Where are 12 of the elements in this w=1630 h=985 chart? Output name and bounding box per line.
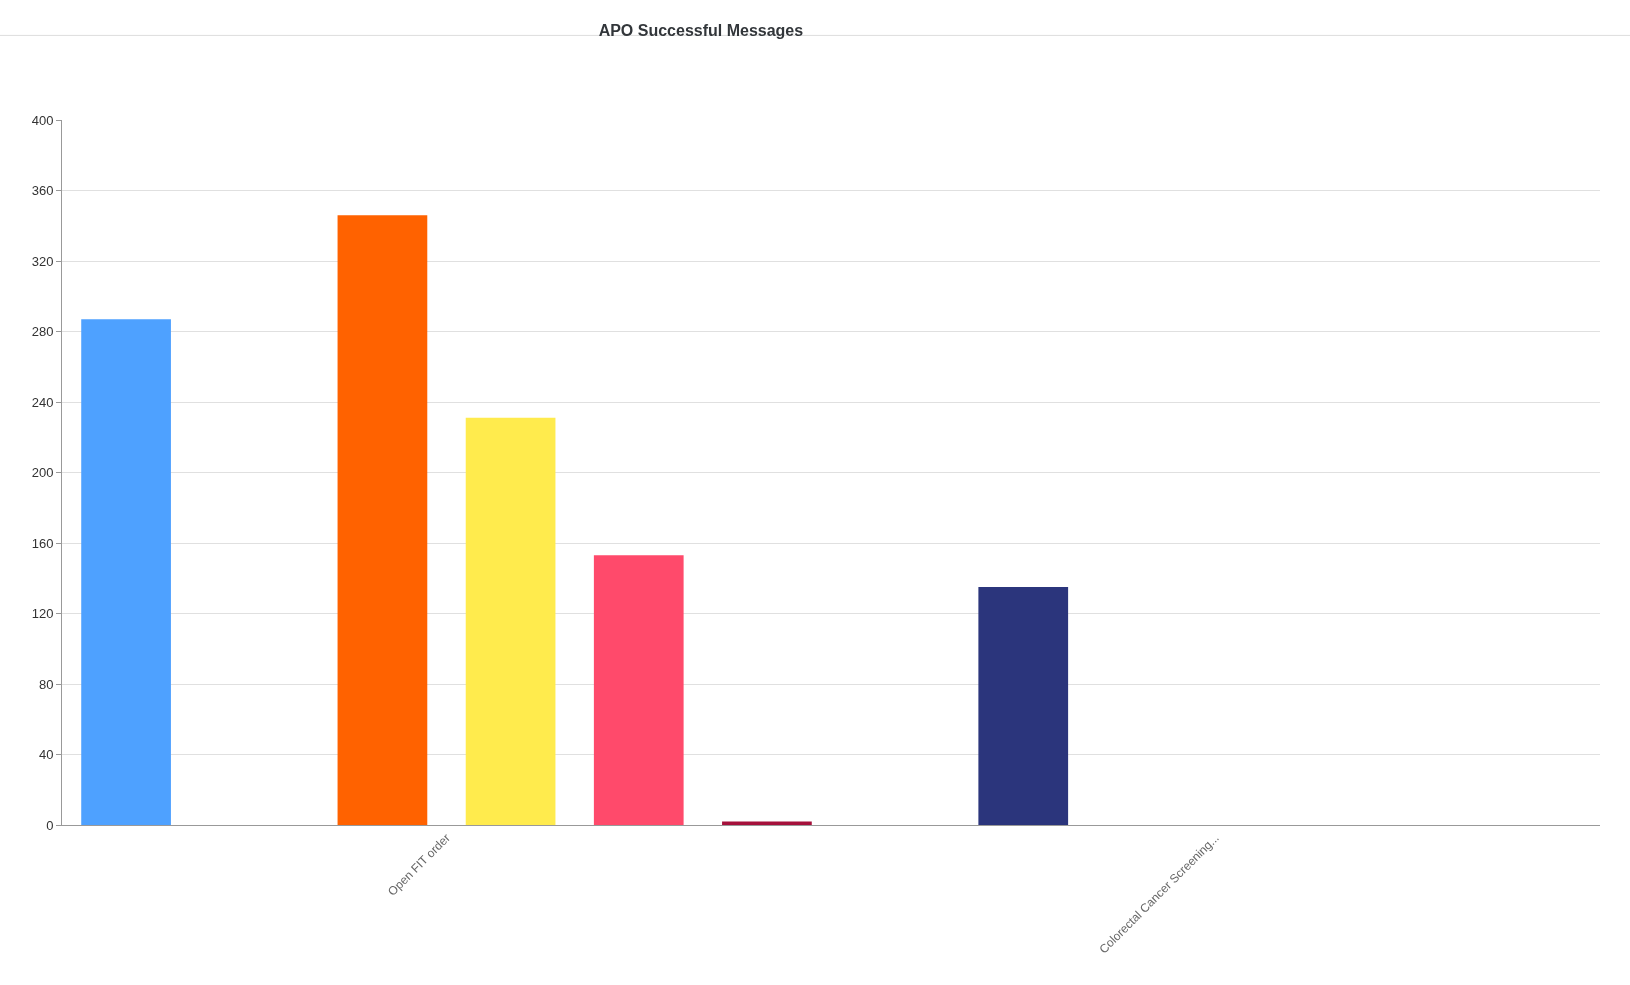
y-tick-label: 120 (31, 606, 54, 622)
y-tick-label: 360 (31, 183, 54, 199)
chart-title: APO Successful Messages (598, 21, 804, 39)
y-tick-label: 200 (31, 465, 54, 481)
y-tick-label: 160 (31, 535, 54, 551)
y-tick-label: 400 (31, 112, 54, 128)
y-tick-label: 240 (31, 394, 54, 410)
y-tick-label: 320 (31, 253, 54, 269)
y-tick-label: 280 (31, 324, 54, 340)
y-tick-label: 80 (38, 676, 54, 692)
y-tick-label: 0 (46, 817, 54, 833)
y-tick-label: 40 (38, 747, 54, 763)
